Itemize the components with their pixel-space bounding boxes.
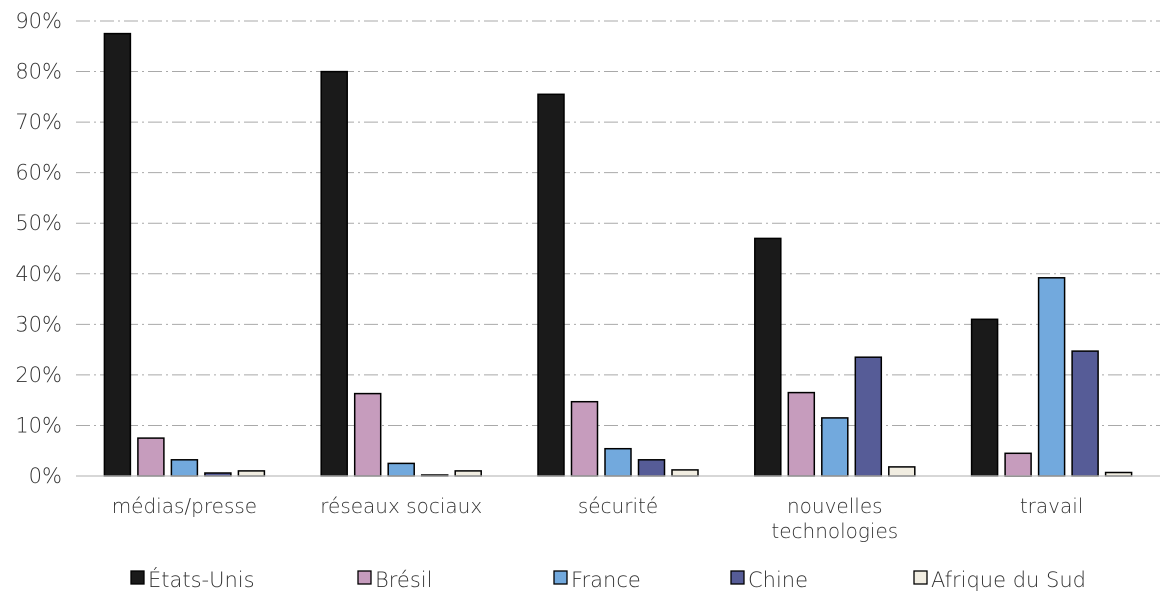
bar [320,70,348,477]
bar [637,459,666,477]
x-tick-label-line: réseaux sociaux [320,494,482,518]
y-tick-label: 60% [15,161,62,185]
legend-swatch [913,570,928,585]
bar [754,237,782,477]
bar [604,447,632,477]
bar [454,470,482,477]
bar [103,32,132,477]
bar [1071,350,1099,477]
bar [537,93,565,477]
x-tick-label-line: sécurité [578,494,658,518]
legend-swatch [357,570,372,585]
bar [821,417,849,477]
bar [1037,277,1066,477]
bar [353,392,382,477]
y-tick-label: 10% [15,413,62,437]
x-tick-label: réseaux sociaux [320,494,482,518]
legend-item: États-Unis [130,567,255,592]
legend-swatch [553,570,568,585]
x-tick-label-line: nouvelles [787,494,883,518]
y-tick-label: 0% [29,464,62,488]
legend-label: Afrique du Sud [931,568,1086,591]
y-axis-ticks: 0% 10% 20% 30% 40% 50% 60% 70% 80% 90% [15,9,62,488]
x-tick-label-line: technologies [771,519,898,543]
bar [854,356,883,477]
bar [137,437,165,477]
y-tick-label: 40% [15,262,62,286]
y-tick-label: 50% [15,211,62,235]
legend-item: France [553,568,641,592]
y-tick-label: 90% [15,9,62,33]
legend-label: Brésil [375,568,432,591]
bar [387,462,415,477]
x-tick-label: nouvelles technologies [771,494,898,543]
y-tick-label: 80% [15,60,62,84]
legend-label: États-Unis [148,567,255,591]
x-tick-label: médias/presse [112,494,257,518]
x-axis-ticks: médias/presse réseaux sociaux sécurité nouv… [112,494,1084,543]
legend-item: Afrique du Sud [913,568,1086,592]
x-tick-label: travail [1020,494,1084,518]
bars [103,32,1133,477]
legend-swatch [130,570,145,585]
legend-label: France [571,568,641,591]
bar [1004,452,1032,477]
legend: États-Unis Brésil France Chine Afrique du Su… [130,567,1086,592]
y-tick-label: 30% [15,312,62,336]
bar [570,400,599,477]
y-tick-label: 70% [15,110,62,134]
bar [888,466,916,477]
legend-item: Brésil [357,568,432,592]
x-tick-label: sécurité [578,494,658,518]
bar [170,459,199,477]
gridlines [76,20,1160,426]
bar [671,469,699,477]
legend-label: Chine [748,568,808,591]
bar [787,391,816,477]
legend-swatch [730,570,745,585]
legend-item: Chine [730,568,808,592]
bar [970,318,999,477]
bar [237,470,266,477]
x-tick-label-line: médias/presse [112,494,257,518]
y-tick-label: 20% [15,363,62,387]
x-tick-label-line: travail [1020,494,1084,518]
